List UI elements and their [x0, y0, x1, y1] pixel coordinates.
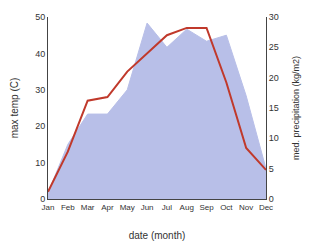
svg-text:med. precipitation (kg/m2): med. precipitation (kg/m2): [291, 56, 301, 160]
svg-text:Dec: Dec: [259, 203, 273, 212]
svg-text:Mar: Mar: [81, 203, 95, 212]
svg-text:30: 30: [35, 85, 45, 95]
svg-text:20: 20: [35, 121, 45, 131]
svg-text:Jun: Jun: [141, 203, 154, 212]
svg-text:50: 50: [35, 12, 45, 22]
svg-text:5: 5: [269, 164, 274, 174]
svg-text:0: 0: [40, 194, 45, 204]
svg-text:30: 30: [269, 12, 279, 22]
svg-text:Nov: Nov: [239, 203, 253, 212]
svg-text:Jan: Jan: [42, 203, 55, 212]
svg-text:20: 20: [269, 73, 279, 83]
svg-text:Aug: Aug: [180, 203, 194, 212]
svg-text:Oct: Oct: [220, 203, 233, 212]
svg-text:25: 25: [269, 42, 279, 52]
svg-text:date (month): date (month): [129, 230, 186, 241]
svg-text:10: 10: [35, 158, 45, 168]
svg-text:0: 0: [269, 194, 274, 204]
svg-text:40: 40: [35, 49, 45, 59]
svg-text:May: May: [120, 203, 135, 212]
svg-text:Feb: Feb: [61, 203, 75, 212]
svg-text:Sep: Sep: [199, 203, 214, 212]
svg-text:Jul: Jul: [162, 203, 172, 212]
svg-text:15: 15: [269, 103, 279, 113]
svg-text:max temp (C): max temp (C): [9, 78, 20, 139]
svg-text:10: 10: [269, 133, 279, 143]
svg-text:Apr: Apr: [101, 203, 114, 212]
